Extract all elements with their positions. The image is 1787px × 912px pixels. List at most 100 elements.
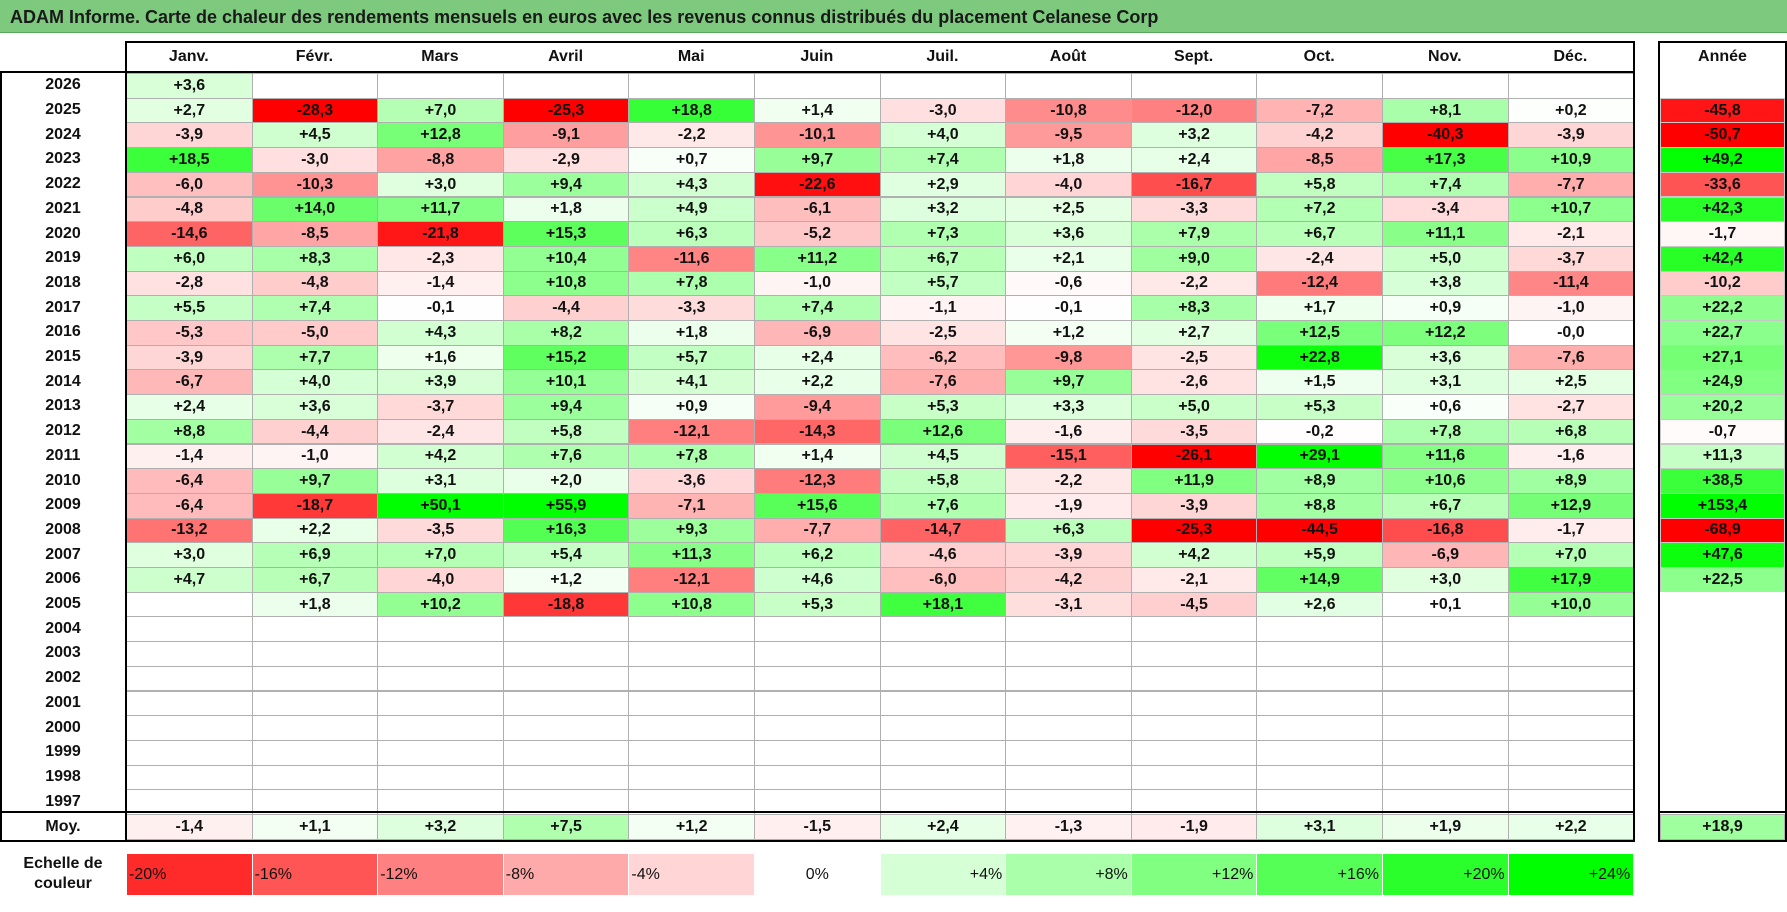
heatmap-cell: +5,8	[879, 468, 1007, 494]
heatmap-cell	[1130, 616, 1258, 643]
heatmap-cell	[1382, 690, 1509, 717]
annual-cell	[1660, 665, 1785, 692]
heatmap-cell: -4,4	[251, 418, 379, 445]
heatmap-cell: -1,0	[754, 270, 881, 297]
heatmap-cell: +8,2	[502, 320, 630, 346]
heatmap-cell	[754, 641, 881, 667]
heatmap-cell: +16,3	[502, 517, 630, 544]
year-label: 2008	[45, 520, 81, 538]
heatmap-cell: +5,4	[502, 542, 630, 568]
heatmap-cell: +2,2	[251, 517, 379, 544]
heatmap-cell: -2,4	[1256, 245, 1383, 272]
heatmap-cell: +0,7	[628, 147, 755, 173]
heatmap-cell: -9,5	[1005, 122, 1132, 149]
heatmap-cell: -1,6	[1507, 443, 1635, 470]
annual-cell	[1660, 73, 1785, 99]
scale-step: -4%	[628, 853, 755, 896]
heatmap-cell	[1382, 73, 1509, 99]
heatmap-cell: -4,4	[502, 295, 630, 321]
heatmap-cell: +11,1	[1382, 221, 1509, 247]
year-label: 2010	[45, 471, 81, 489]
month-header: Juil.	[926, 47, 959, 65]
annual-cell	[1660, 690, 1785, 717]
heatmap-cell: -21,8	[377, 221, 504, 247]
heatmap-cell: +7,6	[879, 492, 1007, 519]
average-divider	[0, 811, 1636, 813]
heatmap-cell	[628, 690, 755, 717]
heatmap-cell: -2,1	[1130, 567, 1258, 593]
heatmap-cell: -3,5	[1130, 418, 1258, 445]
heatmap-cell: -12,1	[628, 567, 755, 593]
heatmap-cell	[126, 715, 253, 741]
scale-step: +20%	[1382, 853, 1509, 896]
heatmap-cell: -15,1	[1005, 443, 1132, 470]
heatmap-cell	[126, 764, 253, 791]
heatmap-cell: -4,2	[1256, 122, 1383, 149]
heatmap-cell: -9,4	[754, 394, 881, 420]
heatmap-cell: -6,0	[879, 567, 1007, 593]
scale-step: -12%	[377, 853, 504, 896]
heatmap-cell: -6,0	[126, 171, 253, 198]
heatmap-cell: -2,4	[377, 418, 504, 445]
heatmap-cell	[251, 715, 379, 741]
annual-cell	[1660, 739, 1785, 766]
heatmap-cell: -3,1	[1005, 591, 1132, 618]
heatmap-cell: +3,6	[1005, 221, 1132, 247]
heatmap-cell: +12,9	[1507, 492, 1635, 519]
heatmap-cell	[1507, 739, 1635, 766]
heatmap-cell: +12,2	[1382, 320, 1509, 346]
month-header: Févr.	[295, 47, 334, 65]
heatmap-cell: -4,8	[126, 196, 253, 223]
heatmap-cell: +5,0	[1382, 245, 1509, 272]
heatmap-cell: +5,3	[879, 394, 1007, 420]
heatmap-cell: +1,8	[628, 320, 755, 346]
heatmap-cell: +10,4	[502, 245, 630, 272]
heatmap-cell	[1256, 739, 1383, 766]
heatmap-cell: -16,7	[1130, 171, 1258, 198]
heatmap-cell	[502, 665, 630, 692]
year-label: 2000	[45, 718, 81, 736]
heatmap-cell: +7,0	[377, 97, 504, 124]
month-header: Janv.	[168, 47, 209, 65]
heatmap-cell: +7,4	[251, 295, 379, 321]
heatmap-cell: +11,3	[628, 542, 755, 568]
heatmap-cell: -6,2	[879, 344, 1007, 371]
heatmap-cell: +2,6	[1256, 591, 1383, 618]
heatmap-cell: -3,9	[126, 344, 253, 371]
annual-cell: +20,2	[1660, 394, 1785, 420]
heatmap-cell	[251, 641, 379, 667]
heatmap-cell: -6,4	[126, 492, 253, 519]
heatmap-cell	[628, 665, 755, 692]
year-label: 2024	[45, 125, 81, 143]
heatmap-cell: +8,1	[1382, 97, 1509, 124]
heatmap-cell: +7,9	[1130, 221, 1258, 247]
heatmap-cell	[1130, 665, 1258, 692]
heatmap-cell: +7,0	[1507, 542, 1635, 568]
month-header: Août	[1049, 47, 1087, 65]
heatmap-cell: +4,1	[628, 369, 755, 396]
average-cell: +2,4	[879, 814, 1007, 840]
heatmap-cell	[377, 641, 504, 667]
heatmap-cell: +5,5	[126, 295, 253, 321]
heatmap-cell: -6,1	[754, 196, 881, 223]
heatmap-cell: -2,3	[377, 245, 504, 272]
heatmap-cell: -3,0	[251, 147, 379, 173]
year-label: 2021	[45, 199, 81, 217]
annual-cell	[1660, 616, 1785, 643]
heatmap-cell: +6,2	[754, 542, 881, 568]
heatmap-cell: -25,3	[1130, 517, 1258, 544]
heatmap-cell: +15,6	[754, 492, 881, 519]
heatmap-cell	[1130, 715, 1258, 741]
heatmap-cell: -2,2	[628, 122, 755, 149]
heatmap-cell: -2,5	[879, 320, 1007, 346]
heatmap-cell: +1,4	[754, 443, 881, 470]
heatmap-cell: +6,7	[1382, 492, 1509, 519]
average-cell: +3,1	[1256, 814, 1383, 840]
average-cell: +3,2	[377, 814, 504, 840]
average-annual-cell: +18,9	[1660, 814, 1785, 840]
year-label: 2007	[45, 545, 81, 563]
heatmap-cell: +4,0	[251, 369, 379, 396]
heatmap-cell: +11,9	[1130, 468, 1258, 494]
heatmap-cell: +9,4	[502, 171, 630, 198]
heatmap-cell: -0,1	[1005, 295, 1132, 321]
